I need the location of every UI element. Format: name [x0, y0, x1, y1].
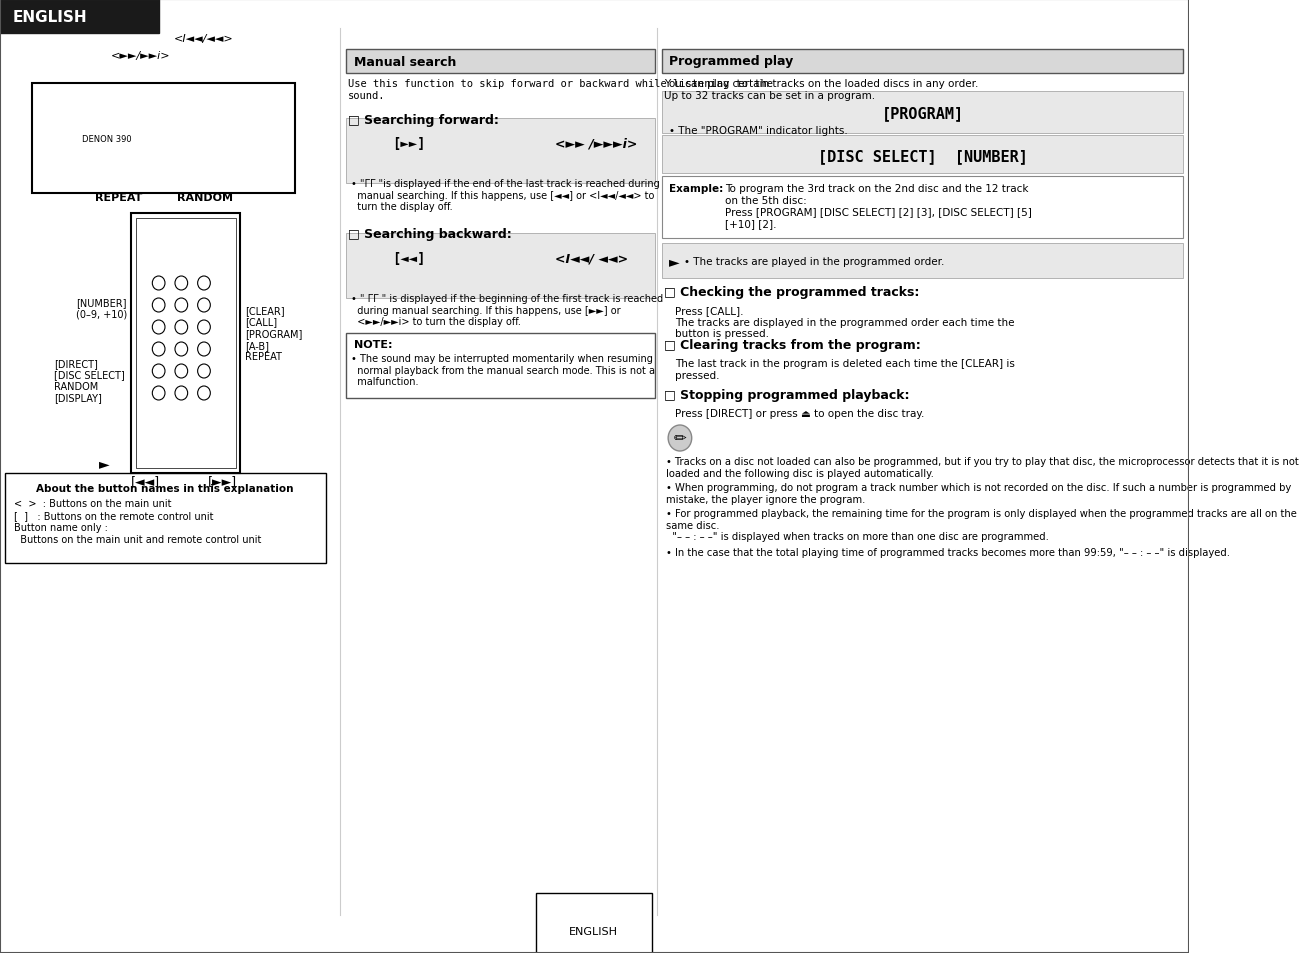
- Text: • Tracks on a disc not loaded can also be programmed, but if you try to play tha: • Tracks on a disc not loaded can also b…: [666, 456, 1299, 478]
- Text: □ Checking the programmed tracks:: □ Checking the programmed tracks:: [663, 286, 919, 298]
- Text: □ Searching backward:: □ Searching backward:: [349, 228, 511, 241]
- Bar: [662, 91, 1183, 133]
- Bar: [0, 0, 159, 34]
- Circle shape: [198, 276, 210, 291]
- Bar: [346, 50, 654, 74]
- Text: [DISC SELECT]  [NUMBER]: [DISC SELECT] [NUMBER]: [818, 150, 1028, 164]
- Text: <►► /►►►i>: <►► /►►►i>: [555, 137, 637, 151]
- Text: • " ΓΓ " is displayed if the beginning of the first track is reached
  during ma: • " ΓΓ " is displayed if the beginning o…: [351, 294, 663, 327]
- Text: [◄◄]: [◄◄]: [131, 475, 160, 488]
- Text: Use this function to skip forward or backward while listening to the
sound.: Use this function to skip forward or bac…: [349, 79, 773, 100]
- Bar: [346, 334, 654, 398]
- Text: To program the 3rd track on the 2nd disc and the 12 track
on the 5th disc:
Press: To program the 3rd track on the 2nd disc…: [725, 184, 1032, 229]
- Text: <I◄◄/ ◄◄>: <I◄◄/ ◄◄>: [555, 253, 628, 265]
- Text: <  >  : Buttons on the main unit: < > : Buttons on the main unit: [13, 498, 172, 509]
- Circle shape: [198, 343, 210, 356]
- Text: [►►]: [►►]: [392, 137, 425, 151]
- Text: Press [CALL].
The tracks are displayed in the programmed order each time the
but: Press [CALL]. The tracks are displayed i…: [675, 306, 1015, 339]
- Circle shape: [152, 387, 165, 400]
- Bar: [31, 84, 295, 193]
- Bar: [131, 213, 240, 474]
- Circle shape: [198, 365, 210, 378]
- Text: □ Stopping programmed playback:: □ Stopping programmed playback:: [663, 389, 909, 401]
- Bar: [136, 219, 236, 469]
- Text: □ Searching forward:: □ Searching forward:: [349, 113, 499, 127]
- Text: The last track in the program is deleted each time the [CLEAR] is
pressed.: The last track in the program is deleted…: [675, 358, 1015, 380]
- Text: • "ΓΓ "is displayed if the end of the last track is reached during
  manual sear: • "ΓΓ "is displayed if the end of the la…: [351, 179, 659, 212]
- Circle shape: [152, 365, 165, 378]
- Text: REPEAT: REPEAT: [96, 193, 143, 203]
- Text: [CLEAR]
[CALL]
[PROGRAM]
[A-B]
REPEAT: [CLEAR] [CALL] [PROGRAM] [A-B] REPEAT: [245, 306, 302, 362]
- Circle shape: [174, 343, 187, 356]
- Circle shape: [198, 387, 210, 400]
- Circle shape: [152, 298, 165, 313]
- Text: <I◄◄/◄◄>: <I◄◄/◄◄>: [174, 34, 233, 44]
- Text: <►►/►►i>: <►►/►►i>: [110, 51, 170, 61]
- Text: • In the case that the total playing time of programmed tracks becomes more than: • In the case that the total playing tim…: [666, 547, 1230, 558]
- Text: ENGLISH: ENGLISH: [13, 10, 88, 25]
- Circle shape: [152, 276, 165, 291]
- Text: [►►]: [►►]: [207, 475, 237, 488]
- Text: • The sound may be interrupted momentarily when resuming
  normal playback from : • The sound may be interrupted momentari…: [351, 354, 656, 387]
- Text: ✏: ✏: [674, 431, 687, 446]
- Text: DENON 390: DENON 390: [81, 134, 131, 143]
- Circle shape: [198, 320, 210, 335]
- Text: NOTE:: NOTE:: [354, 339, 392, 350]
- Text: ►: ►: [98, 456, 110, 471]
- Text: Button name only :: Button name only :: [13, 522, 108, 533]
- Circle shape: [174, 298, 187, 313]
- Text: □ Clearing tracks from the program:: □ Clearing tracks from the program:: [663, 338, 920, 352]
- Text: Programmed play: Programmed play: [669, 55, 793, 69]
- Bar: [662, 50, 1183, 74]
- Bar: [346, 233, 654, 298]
- Bar: [662, 244, 1183, 278]
- Text: [NUMBER]
(0–9, +10): [NUMBER] (0–9, +10): [76, 298, 127, 319]
- Text: Press [DIRECT] or press ⏏ to open the disc tray.: Press [DIRECT] or press ⏏ to open the di…: [675, 409, 924, 418]
- Text: • For programmed playback, the remaining time for the program is only displayed : • For programmed playback, the remaining…: [666, 509, 1297, 541]
- Text: [  ]   : Buttons on the remote control unit: [ ] : Buttons on the remote control unit: [13, 511, 214, 520]
- Bar: [662, 136, 1183, 173]
- Text: About the button names in this explanation: About the button names in this explanati…: [37, 483, 294, 494]
- Text: • The tracks are played in the programmed order.: • The tracks are played in the programme…: [684, 256, 945, 267]
- Circle shape: [152, 320, 165, 335]
- Bar: [662, 177, 1183, 239]
- Text: You can play certain tracks on the loaded discs in any order.
Up to 32 tracks ca: You can play certain tracks on the loade…: [663, 79, 978, 100]
- Bar: [346, 119, 654, 184]
- Circle shape: [669, 426, 692, 452]
- Circle shape: [198, 298, 210, 313]
- Text: Example:: Example:: [669, 184, 724, 193]
- Text: Manual search: Manual search: [354, 55, 456, 69]
- Text: [DIRECT]
[DISC SELECT]
RANDOM
[DISPLAY]: [DIRECT] [DISC SELECT] RANDOM [DISPLAY]: [54, 358, 125, 403]
- Text: • When programming, do not program a track number which is not recorded on the d: • When programming, do not program a tra…: [666, 482, 1291, 504]
- Circle shape: [174, 365, 187, 378]
- Bar: [4, 474, 326, 563]
- Circle shape: [152, 343, 165, 356]
- Text: ►: ►: [669, 254, 679, 269]
- Text: [PROGRAM]: [PROGRAM]: [881, 106, 964, 121]
- Circle shape: [174, 320, 187, 335]
- Circle shape: [174, 276, 187, 291]
- Text: Buttons on the main unit and remote control unit: Buttons on the main unit and remote cont…: [13, 535, 261, 544]
- Circle shape: [174, 387, 187, 400]
- Text: ENGLISH: ENGLISH: [569, 926, 619, 936]
- Text: RANDOM: RANDOM: [177, 193, 233, 203]
- Text: • The "PROGRAM" indicator lights.: • The "PROGRAM" indicator lights.: [669, 126, 848, 136]
- Text: [◄◄]: [◄◄]: [392, 252, 425, 266]
